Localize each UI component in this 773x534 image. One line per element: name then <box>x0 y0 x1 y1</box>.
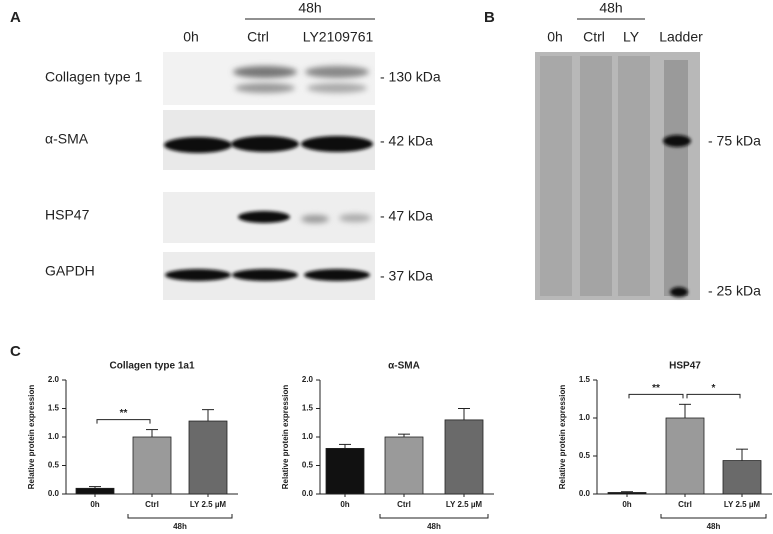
lane-label: Ladder <box>659 29 703 45</box>
y-tick-label: 2.0 <box>302 375 314 384</box>
significance-label: * <box>712 383 716 394</box>
significance-bracket <box>686 393 741 399</box>
size-label: - 42 kDa <box>380 133 433 149</box>
bar <box>384 436 424 495</box>
panel-label: A <box>10 9 21 26</box>
y-tick-label: 1.0 <box>302 432 314 441</box>
size-label: - 130 kDa <box>380 69 441 85</box>
group-label: 48h <box>427 522 441 531</box>
group-bracket <box>127 514 233 519</box>
x-tick-label: Ctrl <box>145 500 159 509</box>
y-axis-label: Relative protein expression <box>558 385 567 490</box>
significance-label: ** <box>652 383 660 394</box>
y-tick-label: 0.5 <box>48 461 60 470</box>
chart-title: HSP47 <box>669 361 701 372</box>
size-label: - 37 kDa <box>380 268 433 284</box>
lane-label: 0h <box>547 29 563 45</box>
bar <box>75 487 115 495</box>
blot-images <box>163 52 375 300</box>
group-label: 48h <box>298 0 321 16</box>
significance-bracket <box>96 419 151 424</box>
lane-label: Ctrl <box>247 29 269 45</box>
x-tick-label: LY 2.5 µM <box>190 500 227 509</box>
chart-title: α-SMA <box>388 361 420 372</box>
group-label: 48h <box>707 522 721 531</box>
row-label: HSP47 <box>45 207 90 223</box>
chart-title: Collagen type 1a1 <box>109 361 194 372</box>
x-tick-label: Ctrl <box>397 500 411 509</box>
lane-label: Ctrl <box>583 29 605 45</box>
panel-label: C <box>10 343 21 360</box>
bar <box>444 419 484 495</box>
bar <box>665 417 705 495</box>
marker-label: - 75 kDa <box>708 133 761 149</box>
x-tick-label: 0h <box>340 500 349 509</box>
x-tick-label: 0h <box>622 500 631 509</box>
y-tick-label: 0.5 <box>579 451 591 460</box>
bar <box>325 447 365 495</box>
y-tick-label: 1.0 <box>48 432 60 441</box>
y-tick-label: 0.0 <box>48 489 60 498</box>
bar <box>607 492 647 495</box>
panel-label: B <box>484 9 495 26</box>
y-tick-label: 0.0 <box>302 489 314 498</box>
group-bracket <box>379 514 489 519</box>
lane-label: LY <box>623 29 640 45</box>
y-tick-label: 0.5 <box>302 461 314 470</box>
significance-bracket <box>628 393 684 399</box>
bar <box>188 420 228 495</box>
bar <box>722 460 762 495</box>
size-label: - 47 kDa <box>380 208 433 224</box>
bar <box>132 436 172 495</box>
row-label: Collagen type 1 <box>45 69 143 85</box>
y-tick-label: 1.5 <box>302 404 314 413</box>
x-tick-label: 0h <box>90 500 99 509</box>
x-tick-label: LY 2.5 µM <box>446 500 483 509</box>
group-label: 48h <box>173 522 187 531</box>
row-label: GAPDH <box>45 263 95 279</box>
y-tick-label: 2.0 <box>48 375 60 384</box>
marker-label: - 25 kDa <box>708 283 761 299</box>
group-bracket <box>660 514 767 519</box>
lane-label: LY2109761 <box>303 29 374 45</box>
x-tick-label: Ctrl <box>678 500 692 509</box>
y-tick-label: 1.5 <box>48 404 60 413</box>
y-axis-label: Relative protein expression <box>281 385 290 490</box>
x-tick-label: LY 2.5 µM <box>724 500 761 509</box>
y-tick-label: 1.0 <box>579 413 591 422</box>
group-label: 48h <box>599 0 622 16</box>
y-tick-label: 0.0 <box>579 489 591 498</box>
gel-image <box>535 52 700 300</box>
significance-label: ** <box>120 408 128 419</box>
lane-label: 0h <box>183 29 199 45</box>
y-tick-label: 1.5 <box>579 375 591 384</box>
y-axis-label: Relative protein expression <box>27 385 36 490</box>
row-label: α-SMA <box>45 131 89 147</box>
